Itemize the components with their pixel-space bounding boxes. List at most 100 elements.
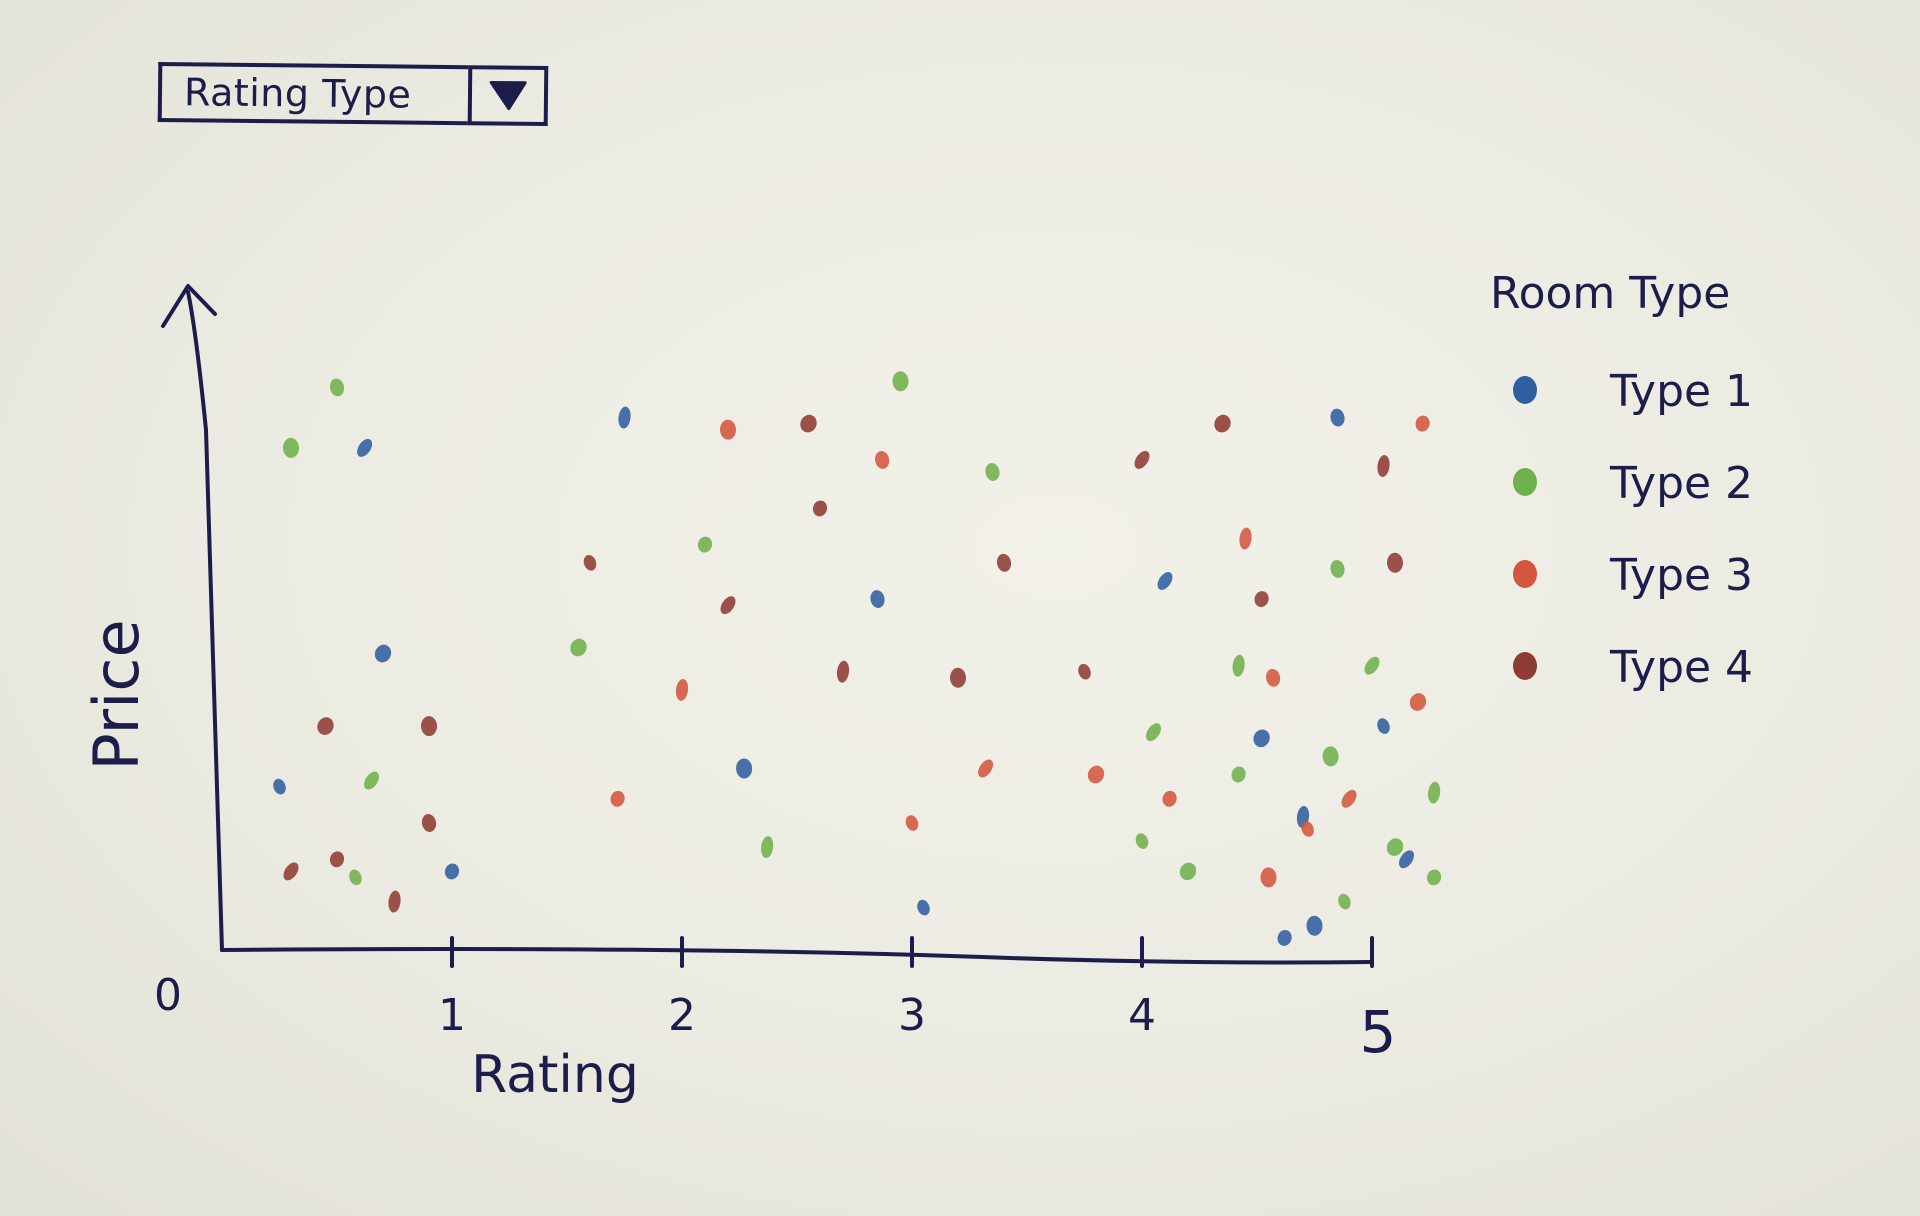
data-point[interactable] [1396,848,1417,871]
legend-title: Room Type [1490,268,1730,319]
x-tick-label-5: 5 [1360,998,1397,1066]
y-axis-label: Price [80,619,153,770]
data-point[interactable] [811,499,829,518]
x-tick-label-4: 4 [1128,990,1156,1041]
legend-swatch [1513,468,1537,496]
data-point[interactable] [1161,789,1179,808]
series-type-1 [271,406,1417,947]
data-point[interactable] [328,377,345,397]
data-point[interactable] [1260,867,1277,888]
data-point[interactable] [949,667,967,689]
x-tick-label-2: 2 [668,990,696,1041]
data-point[interactable] [1131,448,1152,471]
rating-type-dropdown[interactable]: Rating Type [157,61,549,127]
data-point[interactable] [314,715,336,738]
data-point[interactable] [1425,868,1443,887]
data-point[interactable] [719,419,737,440]
data-point[interactable] [443,862,461,881]
data-point[interactable] [984,462,1001,482]
data-point[interactable] [1177,860,1199,883]
data-point[interactable] [1322,746,1339,767]
data-point[interactable] [1238,527,1253,550]
data-point[interactable] [1211,412,1233,435]
data-point[interactable] [280,860,301,883]
data-point[interactable] [717,594,738,617]
data-point[interactable] [1414,414,1432,433]
legend-item-type-3: Type 3 [1513,550,1753,601]
data-point[interactable] [904,813,921,832]
data-point[interactable] [1230,765,1248,784]
series-type-4 [280,412,1404,913]
legend-label: Type 1 [1609,366,1753,417]
data-point[interactable] [915,898,932,917]
data-point[interactable] [420,716,438,737]
data-point[interactable] [1154,569,1175,592]
data-point[interactable] [892,371,909,392]
data-point[interactable] [1329,559,1346,579]
data-point[interactable] [675,678,690,701]
data-point[interactable] [328,850,346,869]
data-point[interactable] [696,535,714,554]
data-point[interactable] [1306,915,1323,937]
legend-label: Type 3 [1609,550,1753,601]
legend-item-type-2: Type 2 [1513,458,1753,509]
data-point[interactable] [1361,654,1382,677]
data-point[interactable] [1336,892,1353,911]
data-point[interactable] [1265,668,1282,688]
legend-swatch [1513,560,1537,588]
series-type-2 [282,371,1443,911]
dropdown-arrow-button[interactable] [467,65,549,127]
legend-swatch [1513,376,1537,404]
data-point[interactable] [582,553,599,572]
data-point[interactable] [1386,552,1404,574]
data-point[interactable] [1076,662,1093,681]
data-point[interactable] [282,437,300,459]
data-point[interactable] [1338,787,1359,810]
x-tick-label-1: 1 [438,990,466,1041]
data-point[interactable] [347,868,364,887]
data-point[interactable] [1376,454,1391,477]
series-type-3 [609,414,1432,888]
data-point[interactable] [1143,721,1164,744]
y-axis-arrowhead [161,284,217,328]
legend-item-type-4: Type 4 [1513,642,1753,693]
data-point[interactable] [271,777,288,796]
data-point[interactable] [1253,589,1271,608]
data-point[interactable] [1231,654,1246,677]
data-point[interactable] [361,769,382,792]
data-point[interactable] [1134,832,1151,851]
data-point[interactable] [1384,836,1406,859]
data-point[interactable] [1085,763,1107,786]
data-point[interactable] [617,406,632,429]
data-point[interactable] [1329,407,1346,427]
data-point[interactable] [995,553,1012,573]
data-point[interactable] [420,813,437,833]
data-point[interactable] [869,589,886,609]
data-point[interactable] [387,890,402,913]
data-point[interactable] [760,835,775,859]
data-point[interactable] [836,660,851,683]
data-point[interactable] [1375,717,1392,736]
data-point[interactable] [1427,781,1442,804]
data-point[interactable] [736,758,753,779]
data-point[interactable] [372,642,394,665]
data-point[interactable] [609,789,627,808]
data-point[interactable] [1276,928,1294,947]
origin-label: 0 [154,970,182,1021]
x-axis-label: Rating [471,1045,639,1105]
legend-swatch [1513,652,1537,680]
legend: Room Type Type 1 Type 2 Type 3 Type 4 [1490,268,1753,693]
legend-item-type-1: Type 1 [1513,366,1753,417]
data-point[interactable] [1251,727,1273,750]
data-point[interactable] [797,412,819,435]
data-point[interactable] [1407,690,1429,713]
data-point[interactable] [975,757,996,780]
data-point[interactable] [874,450,891,470]
data-point[interactable] [567,636,589,659]
data-point[interactable] [1299,819,1316,838]
data-point[interactable] [354,436,375,459]
x-tick-label-3: 3 [898,990,926,1041]
y-axis-line [186,290,224,952]
